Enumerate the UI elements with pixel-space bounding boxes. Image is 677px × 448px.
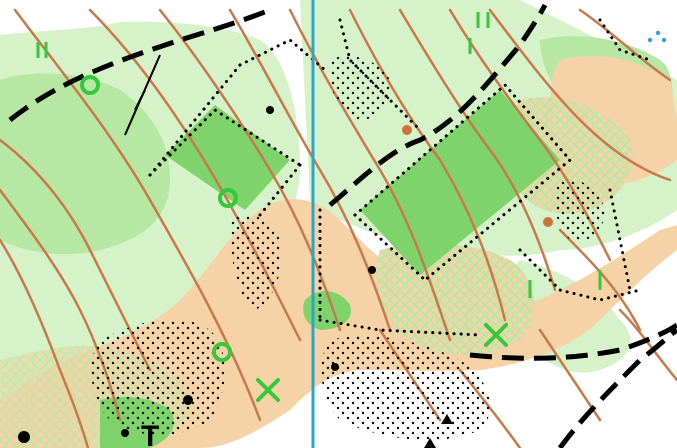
green-cross-icon [256,378,280,402]
contour-line [558,228,642,332]
green-circles [80,75,238,362]
triangle-icon [441,414,453,424]
dashed-track [8,7,271,122]
dot-field [91,319,225,435]
vegetation-dense-area [303,290,351,330]
dotted-path [148,108,302,177]
dotted-path [318,318,482,337]
dot-icon [18,431,30,443]
water-dots [647,30,667,43]
dot-field [554,179,605,241]
dotted-path [353,82,573,282]
knoll-icon [402,125,412,135]
green-circle-icon [212,342,232,362]
triangles [424,414,453,448]
dot-field [321,336,491,441]
dashed-track [557,327,677,448]
dashed-track [469,322,677,361]
dot-icon [183,395,193,405]
dot-icon [266,106,274,114]
knolls [402,125,553,227]
dot-icon [121,429,129,437]
water-dot [661,37,667,43]
green-circle-icon [218,188,238,208]
contour-line [578,8,672,82]
contour-line [618,308,677,382]
dot-icon [331,363,339,371]
knoll-icon [543,217,553,227]
dotted-path [518,248,642,302]
dotted-path [608,188,632,292]
triangle-icon [424,438,436,448]
green-crosses [256,323,508,402]
dashed-track [328,3,548,207]
green-cross-icon [484,323,508,347]
dot-field [329,56,391,120]
vegetation-medium-area [0,73,170,255]
dashed-tracks [8,3,677,448]
vegetation-dense-area [165,105,290,210]
dot-icon [368,266,376,274]
water-dot [655,30,661,36]
marsh-ticks [36,12,602,298]
rough-open-area [376,243,534,355]
dotted-path [353,213,427,282]
t-marker: T [141,420,159,448]
green-circle-icon [80,75,100,95]
rough-open-area [505,97,633,214]
contour-line [228,8,392,332]
dot-fields [91,56,605,441]
contour-line [0,238,90,448]
cliffs [124,54,161,136]
boulders [18,106,376,443]
contour-line [488,8,672,182]
dotted-path [148,63,242,177]
dotted-path [598,18,652,62]
water-dot [647,37,653,43]
contour-line [398,8,557,292]
cliff-line [134,89,146,111]
contour-line [158,8,342,332]
contour-line [348,8,507,322]
dot-field [230,215,282,310]
